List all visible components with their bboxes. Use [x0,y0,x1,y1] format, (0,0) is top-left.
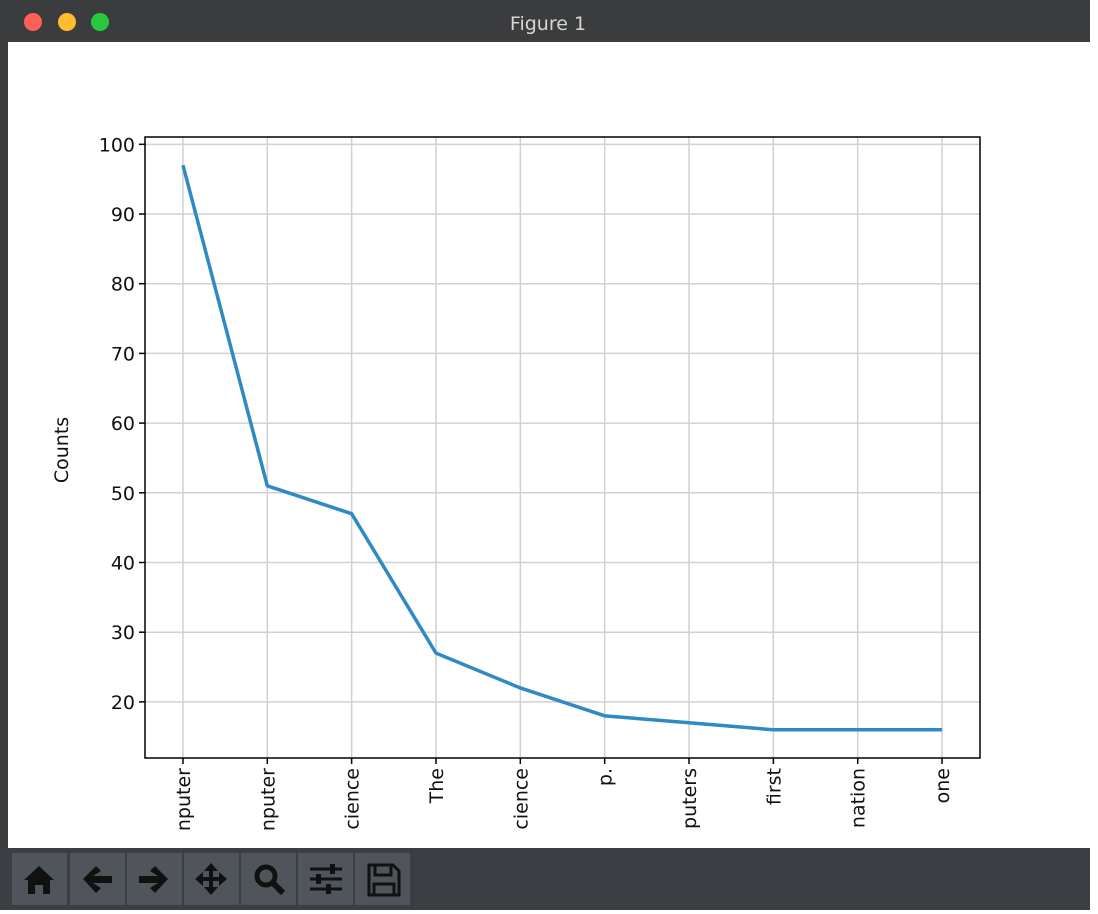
close-button[interactable] [24,13,42,31]
window-title: Figure 1 [510,13,586,35]
x-tick-label: The [426,768,448,804]
y-tick-label: 70 [111,343,135,365]
line-series [181,164,943,732]
y-tick-label: 40 [111,553,135,575]
y-tick-label: 50 [111,483,135,505]
x-tick-label: p. [595,768,617,786]
axes-frame [144,136,981,759]
toolbar [0,848,1090,910]
y-tick-label: 90 [111,204,135,226]
title-bar [0,0,1090,42]
x-tick-label: nputer [257,768,279,831]
y-tick-label: 80 [111,274,135,296]
back-icon [83,866,112,893]
x-tick-label: nputer [173,768,195,831]
y-tick-label: 60 [111,413,135,435]
x-tick-label: nation [848,768,870,828]
x-tick-label: cience [510,768,532,830]
save-button[interactable] [355,853,410,905]
x-tick-label: first [763,768,785,805]
zoom-icon-handle [270,880,286,896]
y-tick-label: 100 [99,134,135,156]
y-tick-label: 20 [111,692,135,714]
zoom-tool-button[interactable] [241,853,296,905]
forward-icon [139,866,168,893]
minimize-button[interactable] [58,13,76,31]
home-icon [24,866,54,894]
zoom-icon [254,864,278,888]
save-icon [367,863,401,897]
y-tick-label: 30 [111,622,135,644]
zoom-button[interactable] [91,13,109,31]
window-border [0,42,8,910]
x-tick-label: cience [342,768,364,830]
plot: Counts 20 30 40 50 60 70 80 90 100 nputer nputer ci… [51,134,981,831]
pan-icon [195,863,227,895]
x-tick-label: puters [679,768,701,829]
x-tick-label: one [932,768,954,803]
y-axis-label: Counts [51,417,73,483]
